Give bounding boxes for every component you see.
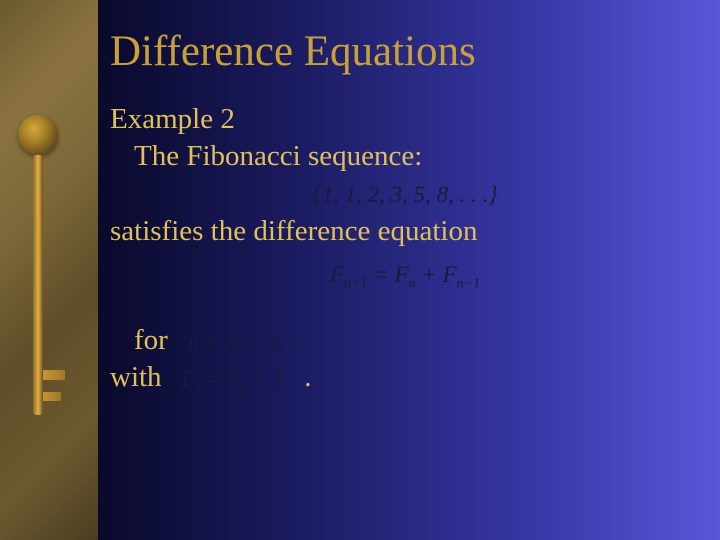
body-block: Example 2 The Fibonacci sequence: {1, 1,…: [110, 101, 700, 395]
ic-F0: F: [227, 366, 240, 391]
for-row: for n = 1, 2, 3, . . .: [110, 322, 700, 359]
slide-title: Difference Equations: [110, 28, 700, 75]
key-teeth-decoration: [41, 370, 69, 410]
ic-eq1: =: [202, 366, 228, 391]
rec-eq: =: [367, 262, 394, 287]
rec-r1-F: F: [394, 262, 408, 287]
ic-F1: F: [182, 366, 195, 391]
rec-lhs-sub: n+1: [344, 277, 367, 292]
rec-r1-sub: n: [409, 277, 416, 292]
rec-lhs-F: F: [330, 262, 344, 287]
example-label: Example 2: [110, 101, 700, 138]
subtitle: The Fibonacci sequence:: [110, 138, 700, 175]
sidebar-key-image: [0, 0, 98, 540]
with-label: with: [110, 359, 162, 396]
satisfies-text: satisfies the difference equation: [110, 213, 700, 250]
recurrence-equation: Fn+1 = Fn + Fn−1: [110, 260, 700, 294]
for-math: n = 1, 2, 3, . . .: [188, 328, 318, 356]
rec-r2-sub: n−1: [457, 277, 480, 292]
ic-eq2: = 1: [247, 366, 284, 391]
initial-conditions: F1 = F0 = 1: [182, 365, 285, 396]
with-period: .: [304, 359, 311, 396]
fibonacci-sequence: {1, 1, 2, 3, 5, 8, . . .}: [110, 180, 700, 209]
slide-content: Difference Equations Example 2 The Fibon…: [100, 0, 720, 540]
for-label: for: [134, 322, 168, 359]
rec-r2-F: F: [443, 262, 457, 287]
rec-plus: +: [416, 262, 443, 287]
with-row: with F1 = F0 = 1 .: [110, 359, 700, 396]
